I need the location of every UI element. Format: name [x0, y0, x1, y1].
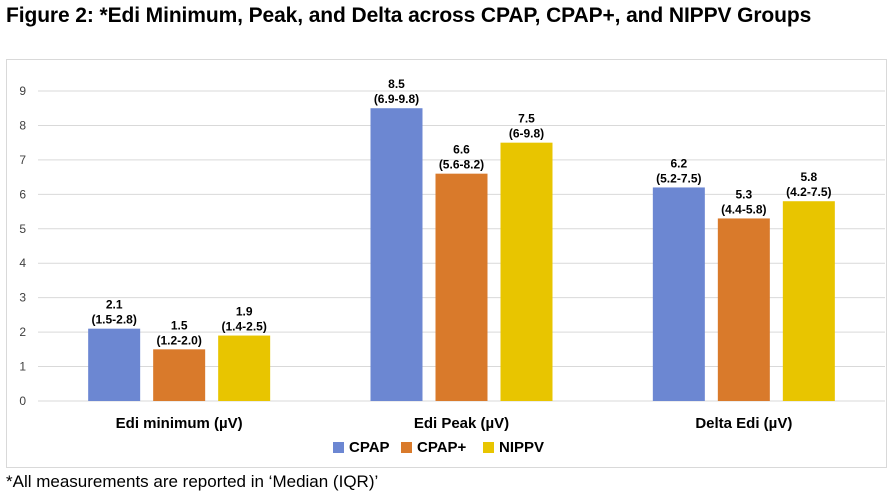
y-tick-label: 5 [19, 222, 26, 236]
y-tick-label: 6 [19, 187, 26, 201]
legend-label: CPAP [349, 439, 390, 456]
data-label-iqr: (6.9-9.8) [374, 92, 419, 106]
bar [370, 108, 423, 401]
data-label-value: 6.6 [453, 143, 470, 157]
bar [218, 335, 271, 401]
bar [153, 349, 206, 401]
y-axis-ticks: 0 1 2 3 4 5 6 7 8 9 [19, 84, 26, 408]
data-label-value: 2.1 [106, 298, 123, 312]
data-label-value: 1.5 [171, 318, 188, 332]
y-tick-label: 7 [19, 153, 26, 167]
data-label-iqr: (5.2-7.5) [656, 171, 701, 185]
figure-title: Figure 2: *Edi Minimum, Peak, and Delta … [6, 4, 812, 27]
y-tick-label: 1 [19, 360, 26, 374]
bar [88, 328, 141, 401]
legend-swatch [401, 442, 412, 453]
category-labels: Edi minimum (µV) Edi Peak (µV) Delta Edi (… [116, 415, 793, 432]
bar [782, 201, 835, 401]
bar [435, 173, 488, 401]
category-label: Edi minimum (µV) [116, 415, 243, 432]
category-label: Delta Edi (µV) [695, 415, 792, 432]
data-label-iqr: (1.5-2.8) [91, 313, 136, 327]
legend-label: CPAP+ [417, 439, 467, 456]
data-label-value: 5.8 [800, 170, 817, 184]
y-tick-label: 2 [19, 325, 26, 339]
legend-swatch [483, 442, 494, 453]
bar [652, 187, 705, 401]
data-label-iqr: (1.2-2.0) [156, 333, 201, 347]
y-tick-label: 0 [19, 394, 26, 408]
y-tick-label: 4 [19, 256, 26, 270]
y-tick-label: 9 [19, 84, 26, 98]
data-label-value: 5.3 [735, 187, 752, 201]
bar [500, 142, 553, 401]
data-label-iqr: (5.6-8.2) [439, 158, 484, 172]
chart-frame [6, 59, 887, 468]
legend: CPAP CPAP+ NIPPV [333, 439, 544, 456]
category-label: Edi Peak (µV) [414, 415, 509, 432]
data-label-value: 8.5 [388, 77, 405, 91]
y-tick-label: 3 [19, 291, 26, 305]
y-tick-label: 8 [19, 118, 26, 132]
data-labels: 2.1(1.5-2.8) 1.5(1.2-2.0)1.9(1.4-2.5)8.5(… [91, 77, 831, 347]
legend-swatch [333, 442, 344, 453]
data-label-value: 6.2 [670, 156, 687, 170]
data-label-value: 1.9 [236, 305, 253, 319]
bars [88, 108, 835, 401]
bar [717, 218, 770, 401]
data-label-iqr: (4.4-5.8) [721, 202, 766, 216]
data-label-value: 7.5 [518, 112, 535, 126]
data-label-iqr: (4.2-7.5) [786, 185, 831, 199]
data-label-iqr: (6-9.8) [509, 127, 544, 141]
data-label-iqr: (1.4-2.5) [221, 320, 266, 334]
legend-label: NIPPV [499, 439, 544, 456]
footnote: *All measurements are reported in ‘Media… [6, 472, 379, 491]
